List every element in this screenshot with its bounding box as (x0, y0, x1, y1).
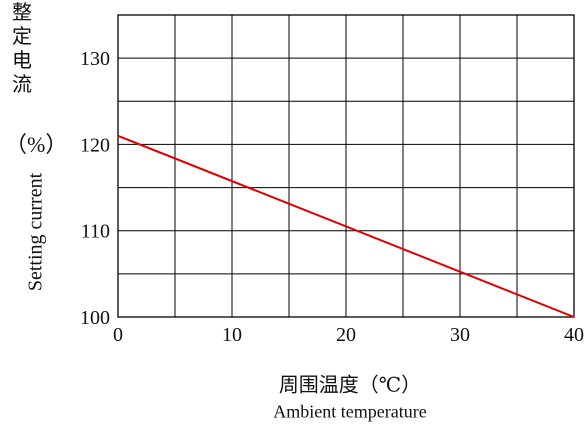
y-tick-label: 110 (81, 221, 110, 243)
x-axis-label-chinese: 周围温度（℃） (279, 369, 421, 398)
x-tick-label: 40 (564, 324, 584, 346)
x-tick-label: 30 (450, 324, 470, 346)
x-tick-label: 0 (113, 324, 123, 346)
y-tick-label: 100 (80, 307, 110, 329)
y-tick-label: 120 (80, 134, 110, 156)
x-tick-label: 10 (222, 324, 242, 346)
x-tick-label: 20 (336, 324, 356, 346)
x-axis-label-english: Ambient temperature (273, 402, 426, 423)
y-tick-label: 130 (80, 48, 110, 70)
